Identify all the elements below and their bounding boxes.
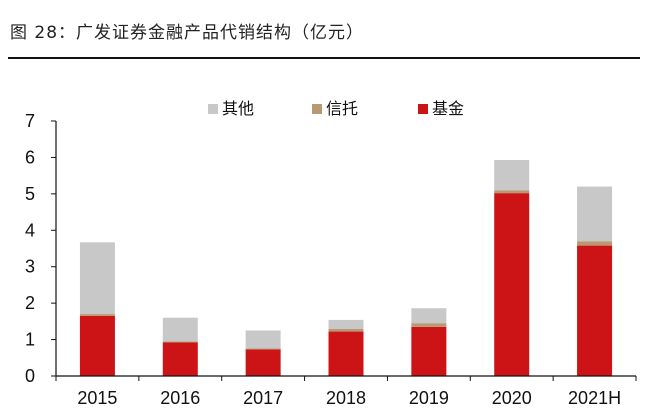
legend-swatch [312, 104, 322, 114]
legend-label: 信托 [326, 99, 358, 118]
bar-信托-2021H [577, 241, 613, 246]
legend-item-其他: 其他 [208, 99, 254, 118]
title-divider [8, 57, 640, 59]
bar-信托-2016 [162, 341, 198, 343]
y-tick-label: 4 [25, 220, 35, 240]
bar-信托-2019 [411, 323, 447, 327]
legend-item-基金: 基金 [418, 99, 464, 118]
x-tick-label: 2019 [409, 388, 449, 408]
y-tick-label: 2 [25, 293, 35, 313]
legend-label: 其他 [222, 99, 254, 118]
y-tick-label: 6 [25, 147, 35, 167]
bar-信托-2015 [79, 314, 115, 316]
y-tick-label: 1 [25, 330, 35, 350]
x-tick-label: 2016 [160, 388, 200, 408]
x-tick-label: 2020 [492, 388, 532, 408]
y-tick-label: 5 [25, 184, 35, 204]
bar-其他-2017 [245, 330, 281, 349]
bar-信托-2020 [494, 190, 530, 194]
bar-信托-2018 [328, 329, 364, 332]
bar-其他-2016 [162, 317, 198, 342]
bar-其他-2020 [494, 159, 530, 191]
bar-信托-2017 [245, 348, 281, 350]
x-tick-label: 2015 [77, 388, 117, 408]
bars [79, 159, 613, 376]
legend: 其他 信托 基金 [208, 99, 464, 118]
bar-其他-2018 [328, 319, 364, 330]
legend-swatch [418, 104, 428, 114]
axes: 0 1 2 3 4 5 6 7 2015 2016 2017 2018 2019 2020 2021H [25, 111, 637, 408]
bar-其他-2019 [411, 308, 447, 324]
legend-swatch [208, 104, 218, 114]
bar-基金-2017 [245, 349, 281, 376]
y-tick-label: 7 [25, 111, 35, 131]
bar-其他-2021H [577, 186, 613, 242]
bar-基金-2020 [494, 193, 530, 376]
y-tick-label: 0 [25, 366, 35, 386]
bar-基金-2018 [328, 331, 364, 376]
y-tick-label: 3 [25, 257, 35, 277]
bar-基金-2021H [577, 245, 613, 376]
x-tick-label: 2017 [243, 388, 283, 408]
legend-item-信托: 信托 [312, 99, 358, 118]
bar-基金-2019 [411, 326, 447, 376]
bar-基金-2016 [162, 342, 198, 376]
x-tick-label: 2021H [568, 388, 621, 408]
bar-其他-2015 [79, 242, 115, 315]
chart-title: 图 28：广发证券金融产品代销结构（亿元） [10, 23, 365, 43]
bar-基金-2015 [79, 315, 115, 376]
legend-label: 基金 [432, 99, 464, 118]
x-tick-label: 2018 [326, 388, 366, 408]
